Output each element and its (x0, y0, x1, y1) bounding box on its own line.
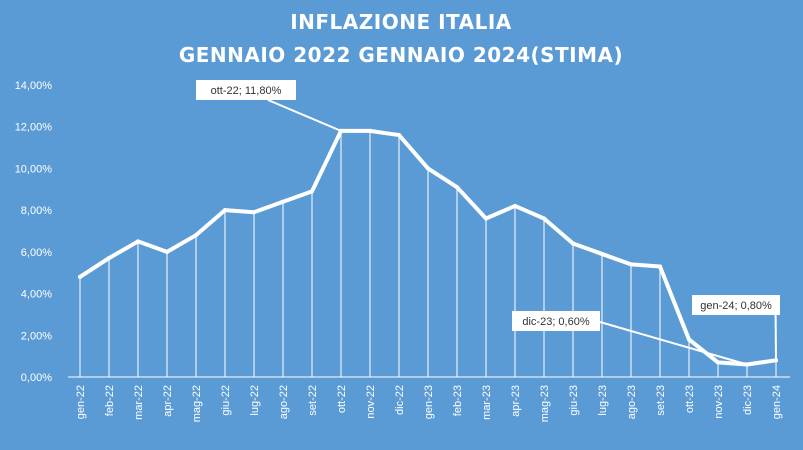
data-point (484, 216, 488, 221)
line-segment (165, 233, 198, 254)
y-tick-label: 4,00% (21, 289, 52, 301)
x-tick-label: gen-23 (423, 385, 435, 419)
line-segment (600, 251, 633, 267)
data-point (600, 251, 604, 256)
y-tick-label: 14,00% (15, 80, 53, 92)
y-axis: 0,00% 2,00% 4,00% 6,00% 8,00% 10,00% 12,00% 14,… (15, 80, 53, 384)
x-tick-label: set-22 (307, 385, 319, 416)
callout-box (196, 80, 296, 100)
x-tick-label: feb-23 (452, 385, 464, 416)
x-tick-label: lug-23 (597, 385, 609, 416)
chart-title-line-2: GENNAIO 2022 GENNAIO 2024(STIMA) (179, 43, 623, 67)
y-tick-label: 6,00% (21, 247, 52, 259)
data-label: gen-24; 0,80% (700, 300, 772, 312)
x-tick-label: gen-24 (771, 385, 783, 419)
data-label: dic-23; 0,60% (522, 316, 589, 328)
x-tick-label: apr-23 (510, 385, 522, 417)
data-point (716, 360, 720, 365)
data-label: ott-22; 11,80% (211, 85, 282, 97)
x-tick-label: gen-22 (75, 385, 87, 419)
line-segment (571, 241, 604, 256)
x-tick-label: giu-23 (568, 385, 580, 416)
x-tick-label: apr-22 (162, 385, 174, 417)
data-point (281, 199, 285, 204)
x-tick-label: lug-22 (249, 385, 261, 416)
x-tick-label: mag-23 (539, 385, 551, 422)
y-tick-label: 2,00% (21, 330, 52, 342)
data-point (571, 241, 575, 246)
x-tick-label: set-23 (655, 385, 667, 416)
data-point (542, 216, 546, 221)
data-point (397, 133, 401, 138)
data-point (513, 203, 517, 208)
y-tick-label: 10,00% (15, 163, 53, 175)
line-segment (368, 128, 401, 138)
x-tick-label: ott-22 (336, 385, 348, 413)
data-point (629, 262, 633, 267)
x-tick-label: mag-22 (191, 385, 203, 422)
chart-title-line-1: INFLAZIONE ITALIA (290, 10, 512, 34)
x-tick-label: nov-22 (365, 385, 377, 419)
line-segment (745, 358, 778, 367)
data-point (194, 233, 198, 238)
x-tick-label: ott-23 (684, 385, 696, 413)
callout-box (692, 295, 780, 315)
data-callouts: ott-22; 11,80% dic-23; 0,60% gen-24; 0,80% (196, 80, 780, 366)
x-tick-label: dic-22 (394, 385, 406, 415)
line-segment (252, 199, 285, 215)
line-segment (629, 262, 662, 269)
x-tick-label: mar-22 (133, 385, 145, 420)
line-segment (484, 203, 517, 221)
y-tick-label: 8,00% (21, 205, 52, 217)
line-segment (281, 189, 314, 204)
x-tick-label: mar-23 (481, 385, 493, 420)
x-tick-label: feb-22 (104, 385, 116, 416)
x-tick-label: nov-23 (713, 385, 725, 419)
line-segment (107, 239, 140, 261)
y-tick-label: 12,00% (15, 122, 53, 134)
data-point (136, 239, 140, 244)
y-tick-label: 0,00% (21, 372, 52, 384)
drop-lines (79, 130, 777, 377)
data-point (107, 256, 111, 261)
line-segment (542, 216, 575, 246)
data-point (687, 337, 691, 342)
data-point (455, 185, 459, 190)
series-inflation (78, 128, 778, 367)
line-segment (513, 203, 546, 221)
line-segment (136, 239, 169, 254)
x-tick-label: dic-23 (742, 385, 754, 415)
x-tick-label: giu-22 (220, 385, 232, 416)
line-segment (455, 185, 488, 221)
line-segment (310, 128, 343, 194)
data-point (368, 128, 372, 133)
data-point (426, 166, 430, 171)
line-segment (716, 360, 749, 367)
line-segment (194, 208, 227, 238)
data-point (165, 249, 169, 254)
line-segment (397, 133, 430, 171)
callout-box (512, 311, 600, 331)
callout-leader-line (267, 99, 342, 132)
line-segment (426, 166, 459, 190)
x-axis: gen-22 feb-22 mar-22 apr-22 mag-22 giu-22 lug-… (68, 376, 790, 422)
x-tick-label: ago-22 (278, 385, 290, 419)
line-segment (223, 208, 256, 215)
callout-leader-line (599, 321, 748, 366)
line-segment (658, 264, 691, 342)
data-point (223, 208, 227, 213)
x-tick-label: ago-23 (626, 385, 638, 419)
data-point (310, 189, 314, 194)
data-point (658, 264, 662, 269)
line-segment (78, 256, 111, 279)
data-point (252, 210, 256, 215)
data-point (78, 274, 82, 279)
